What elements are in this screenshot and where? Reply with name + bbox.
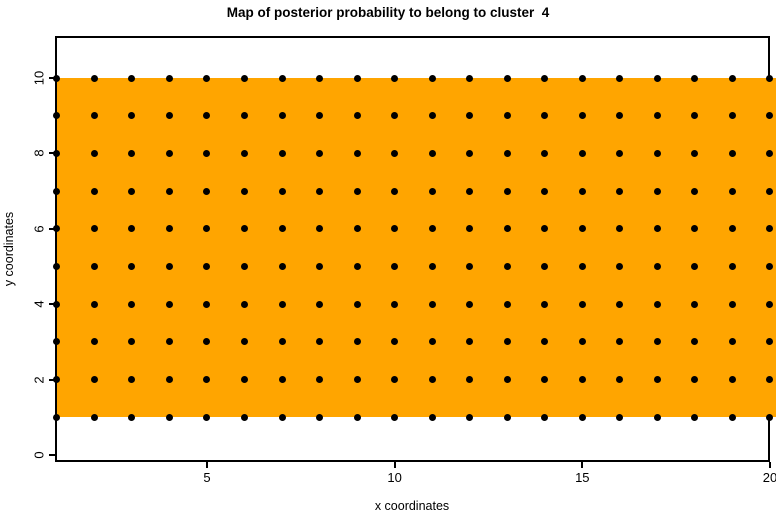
y-tick: [49, 227, 55, 230]
y-tick-label: 0: [31, 451, 47, 459]
y-tick: [49, 454, 55, 456]
y-tick-label: 10: [31, 70, 47, 86]
x-tick: [393, 462, 396, 468]
x-tick: [768, 462, 771, 468]
x-axis-label: x coordinates: [374, 499, 450, 513]
x-tick-label: 5: [203, 470, 211, 485]
y-tick: [49, 378, 55, 381]
y-tick-label: 2: [31, 375, 47, 384]
x-tick-label: 15: [575, 470, 590, 485]
y-tick-label: 8: [31, 149, 47, 158]
y-tick: [49, 77, 55, 79]
y-tick: [49, 152, 55, 155]
x-tick-label: 20: [762, 470, 776, 485]
y-axis-label: y coordinates: [2, 211, 16, 287]
x-tick: [581, 462, 584, 468]
y-tick-label: 6: [31, 225, 47, 233]
y-tick-label: 4: [31, 300, 47, 308]
y-tick: [49, 303, 55, 306]
heatmap-fill: [57, 78, 776, 418]
x-tick: [205, 462, 208, 468]
x-tick-label: 10: [387, 470, 402, 485]
chart-title: Map of posterior probability to belong t…: [226, 5, 550, 20]
